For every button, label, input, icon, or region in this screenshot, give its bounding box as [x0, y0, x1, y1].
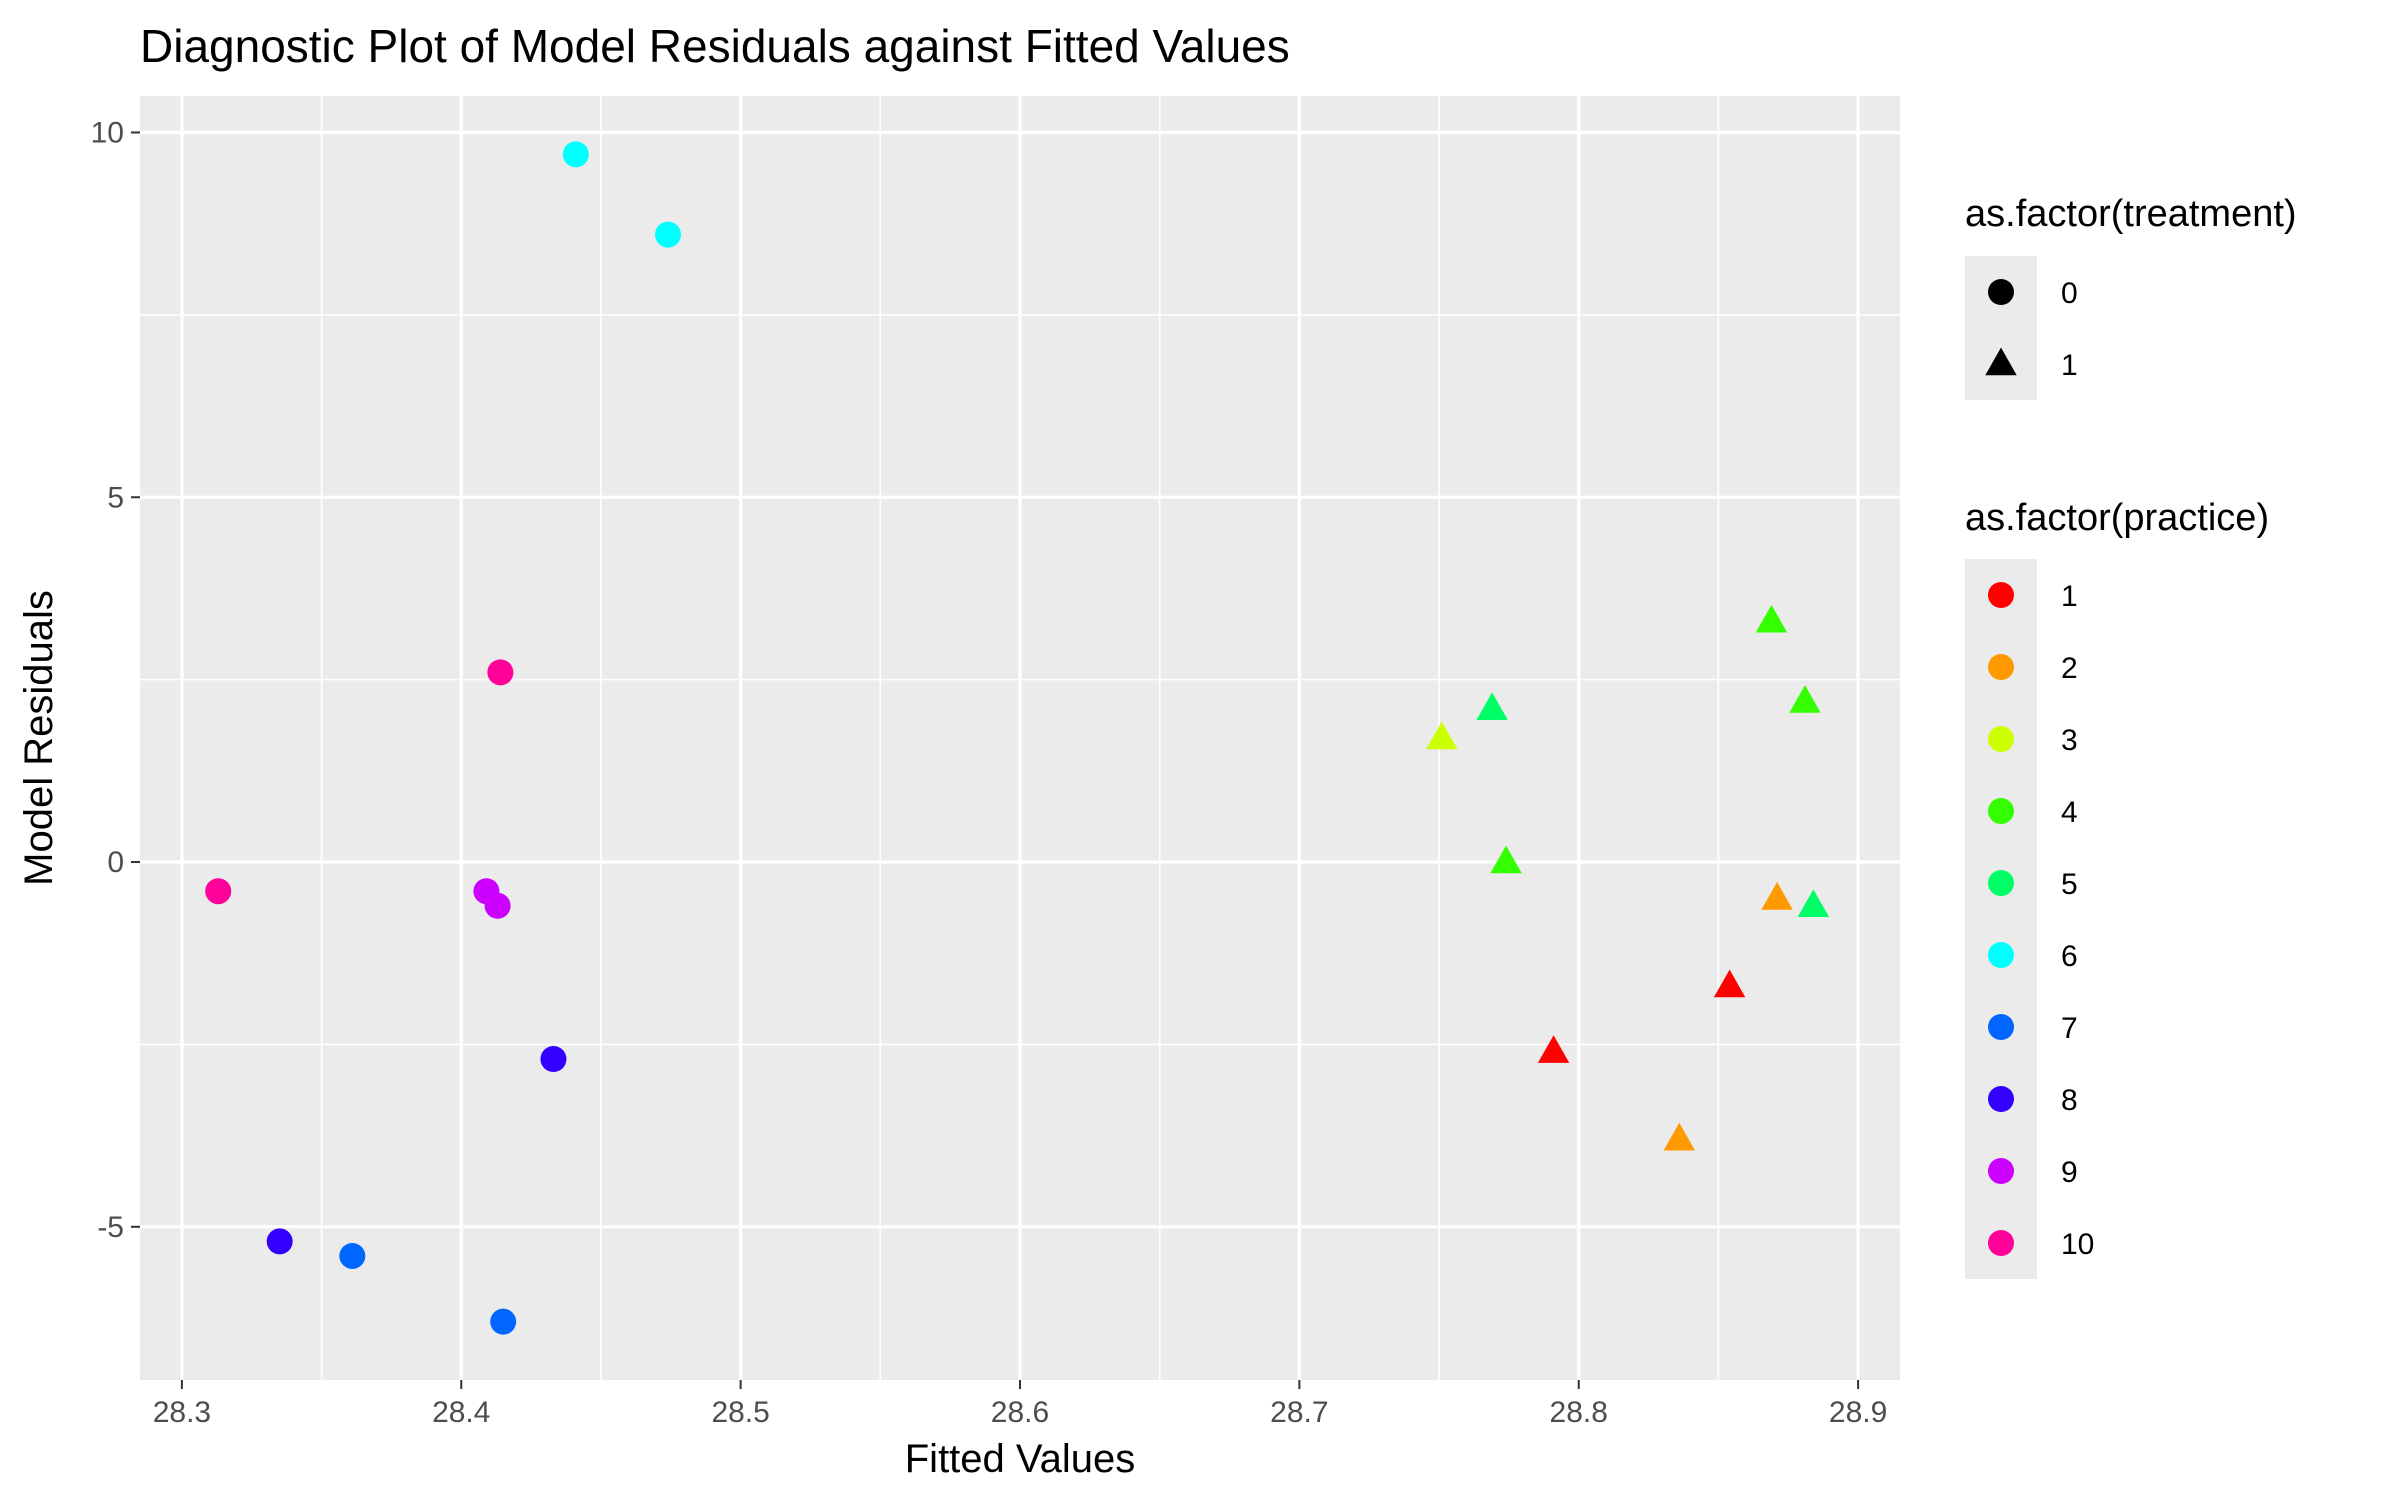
minor-gridlines — [140, 96, 1900, 1380]
legend-practice-key-swatch — [1988, 582, 2014, 608]
data-point-circle — [205, 878, 232, 905]
legend-practice-label: 10 — [2061, 1228, 2094, 1261]
data-point-circle — [487, 659, 514, 686]
x-tick-label: 28.8 — [1550, 1396, 1608, 1429]
legend-practice-key-swatch — [1988, 1158, 2014, 1184]
legend-treatment-key-background — [1965, 256, 2037, 400]
y-axis: -5 0 5 10 — [91, 116, 140, 1244]
data-point-triangle — [1426, 721, 1458, 750]
legend-practice-label: 7 — [2061, 1012, 2078, 1045]
y-tick-label: 0 — [107, 846, 124, 879]
y-tick-label: 5 — [107, 481, 124, 514]
data-point-triangle — [1476, 692, 1508, 721]
legend-practice: as.factor(practice) 1 2 3 4 5 6 7 8 9 10 — [1965, 497, 2269, 1279]
data-points — [205, 141, 1830, 1335]
x-tick-label: 28.7 — [1270, 1396, 1328, 1429]
legend-practice-label: 9 — [2061, 1156, 2078, 1189]
x-tick-label: 28.9 — [1829, 1396, 1887, 1429]
x-axis: 28.3 28.4 28.5 28.6 28.7 28.8 28.9 — [153, 1380, 1887, 1429]
chart-title: Diagnostic Plot of Model Residuals again… — [140, 20, 1290, 72]
data-point-triangle — [1663, 1122, 1695, 1151]
data-point-circle — [562, 141, 589, 168]
legend-practice-label: 5 — [2061, 868, 2078, 901]
data-point-triangle — [1797, 889, 1830, 918]
legend-practice-key-swatch — [1988, 1086, 2014, 1112]
legend-practice-label: 4 — [2061, 796, 2078, 829]
legend-treatment-title: as.factor(treatment) — [1965, 193, 2297, 235]
legend-practice-key-swatch — [1988, 654, 2014, 680]
legend-practice-key-swatch — [1988, 870, 2014, 896]
data-point-circle — [484, 892, 511, 919]
y-tick-label: -5 — [97, 1211, 124, 1244]
legend-treatment-key-triangle — [1985, 347, 2017, 376]
legend-practice-key-swatch — [1988, 798, 2014, 824]
legend-practice-label: 3 — [2061, 724, 2078, 757]
data-point-triangle — [1755, 604, 1788, 633]
data-point-circle — [540, 1046, 567, 1072]
legend-practice-label: 2 — [2061, 652, 2078, 685]
data-point-circle — [655, 221, 681, 248]
legend-practice-key-swatch — [1988, 1230, 2014, 1256]
x-axis-title: Fitted Values — [905, 1437, 1136, 1481]
legend-treatment-label: 1 — [2061, 349, 2078, 382]
data-point-triangle — [1537, 1035, 1570, 1063]
legend-practice-label: 8 — [2061, 1084, 2078, 1117]
legend-practice-key-swatch — [1988, 726, 2014, 752]
x-tick-label: 28.4 — [432, 1396, 490, 1429]
x-tick-label: 28.6 — [991, 1396, 1049, 1429]
data-point-circle — [266, 1228, 293, 1255]
data-point-triangle — [1789, 685, 1821, 713]
legend-practice-key-swatch — [1988, 942, 2014, 968]
legend-practice-title: as.factor(practice) — [1965, 497, 2269, 539]
legend-practice-key-swatch — [1988, 1014, 2014, 1040]
y-axis-title: Model Residuals — [17, 590, 61, 886]
legend-practice-label: 6 — [2061, 940, 2078, 973]
legend-treatment: as.factor(treatment) 0 1 — [1965, 193, 2297, 400]
data-point-triangle — [1490, 845, 1522, 874]
legend-treatment-key-circle — [1988, 279, 2014, 305]
x-tick-label: 28.3 — [153, 1396, 211, 1429]
data-point-circle — [339, 1242, 366, 1269]
legend-treatment-label: 0 — [2061, 277, 2078, 310]
x-tick-label: 28.5 — [711, 1396, 769, 1429]
major-gridlines — [140, 96, 1900, 1380]
data-point-circle — [490, 1308, 517, 1335]
y-tick-label: 10 — [91, 116, 124, 149]
legend-practice-label: 1 — [2061, 580, 2078, 613]
data-point-triangle — [1761, 882, 1793, 910]
data-point-triangle — [1713, 969, 1746, 998]
